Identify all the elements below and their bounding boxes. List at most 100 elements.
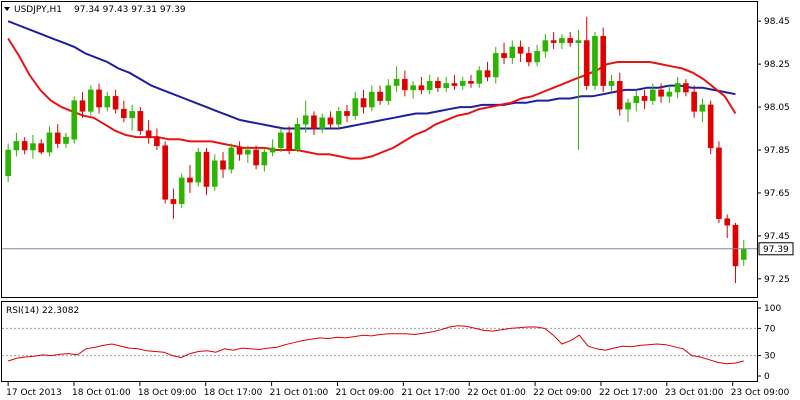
- candle-body: [625, 102, 631, 110]
- candle-body: [162, 145, 168, 200]
- fast-moving-average-line: [7, 37, 737, 160]
- candle-body: [402, 78, 408, 91]
- time-tick-label: 18 Oct 09:00: [138, 388, 197, 398]
- price-tick-label: 97.85: [764, 146, 790, 156]
- rsi-tick-label: 30: [764, 352, 776, 362]
- candle-body: [46, 132, 53, 153]
- candle-body: [732, 224, 739, 267]
- candlestick-series: [5, 16, 747, 284]
- moving-averages: [7, 20, 737, 160]
- candle-body: [459, 81, 466, 86]
- candle-body: [211, 160, 218, 187]
- candle-body: [567, 38, 573, 43]
- time-tick-label: 22 Oct 17:00: [599, 388, 658, 398]
- candle-body: [352, 98, 359, 116]
- price-tag: 97.39: [758, 242, 794, 256]
- candle-body: [253, 149, 259, 166]
- time-tick-label: 23 Oct 09:00: [731, 388, 790, 398]
- candle-body: [410, 85, 416, 91]
- candle-body: [608, 81, 615, 86]
- candle-body: [319, 117, 326, 129]
- candle-body: [121, 108, 127, 119]
- candle-body: [377, 91, 383, 101]
- candle-body: [740, 248, 747, 260]
- time-axis: 17 Oct 2013 18 Oct 01:00 18 Oct 09:00 18 Oc…: [6, 382, 790, 398]
- candle-body: [583, 40, 590, 86]
- time-tick-label: 21 Oct 09:00: [335, 388, 394, 398]
- time-tick-label: 18 Oct 17:00: [204, 388, 263, 398]
- candle-body: [534, 50, 540, 63]
- rsi-label: RSI(14) 22.3082: [6, 306, 79, 316]
- price-tick-label: 98.25: [764, 60, 790, 70]
- candle-body: [261, 151, 268, 166]
- price-tick-label: 97.25: [764, 275, 790, 285]
- candle-body: [443, 83, 450, 88]
- price-tick-label: 97.65: [764, 189, 790, 199]
- candle-body: [236, 147, 243, 155]
- price-axis: 97.25 97.45 97.65 97.85 98.05 98.25 98.45: [757, 17, 790, 285]
- candle-body: [220, 160, 226, 170]
- candle-body: [170, 199, 177, 204]
- candle-body: [335, 111, 342, 125]
- candle-body: [658, 89, 664, 97]
- candle-body: [87, 89, 94, 112]
- candle-body: [112, 96, 119, 110]
- candle-body: [187, 177, 193, 183]
- chart-header: USDJPY,H1 97.34 97.43 97.31 97.39: [4, 5, 186, 15]
- candle-body: [79, 100, 86, 112]
- candle-body: [476, 70, 483, 84]
- candle-body: [650, 89, 656, 101]
- candle-body: [559, 38, 565, 43]
- candle-body: [278, 132, 284, 149]
- candle-body: [129, 111, 135, 119]
- price-tick-label: 98.45: [764, 17, 790, 27]
- candle-body: [451, 83, 458, 86]
- candle-body: [294, 123, 301, 151]
- candle-body: [418, 85, 425, 91]
- candle-body: [575, 40, 582, 43]
- slow-moving-average-line: [7, 20, 736, 130]
- dropdown-arrow-icon[interactable]: [4, 7, 10, 11]
- candle-body: [228, 147, 235, 170]
- rsi-line: [7, 325, 744, 365]
- candle-body: [71, 100, 78, 140]
- candle-body: [137, 111, 144, 131]
- candle-body: [104, 96, 111, 108]
- rsi-panel-frame: [1, 301, 758, 382]
- candle-body: [468, 81, 474, 84]
- candle-body: [245, 149, 251, 155]
- candle-body: [195, 151, 202, 183]
- candle-body: [385, 85, 392, 101]
- candle-body: [484, 70, 491, 78]
- candle-body: [5, 149, 11, 177]
- price-tick-label: 98.05: [764, 103, 790, 113]
- rsi-tick-label: 0: [764, 372, 770, 382]
- price-tick-label: 97.45: [764, 232, 790, 242]
- time-tick-label: 18 Oct 01:00: [72, 388, 131, 398]
- candle-body: [286, 132, 292, 151]
- candle-body: [344, 111, 350, 116]
- candle-body: [550, 40, 557, 43]
- candle-body: [707, 104, 714, 149]
- price-tag-value: 97.39: [763, 245, 789, 255]
- candle-body: [616, 81, 623, 110]
- candle-body: [501, 53, 507, 58]
- candle-body: [54, 132, 61, 144]
- main-panel-frame: [1, 1, 758, 298]
- rsi-tick-label: 100: [764, 304, 781, 314]
- rsi-axis: 0 30 70 100: [757, 304, 781, 382]
- candle-body: [683, 83, 689, 93]
- candle-body: [203, 151, 210, 187]
- candle-body: [311, 115, 317, 129]
- candle-body: [426, 81, 433, 91]
- candle-body: [360, 98, 367, 108]
- candle-body: [21, 141, 28, 151]
- ohlc-readout: 97.34 97.43 97.31 97.39: [74, 5, 186, 15]
- candle-body: [178, 177, 185, 204]
- candle-body: [699, 104, 706, 112]
- candle-body: [269, 147, 276, 153]
- candle-body: [716, 147, 722, 219]
- candle-body: [724, 218, 731, 226]
- candle-body: [641, 96, 648, 101]
